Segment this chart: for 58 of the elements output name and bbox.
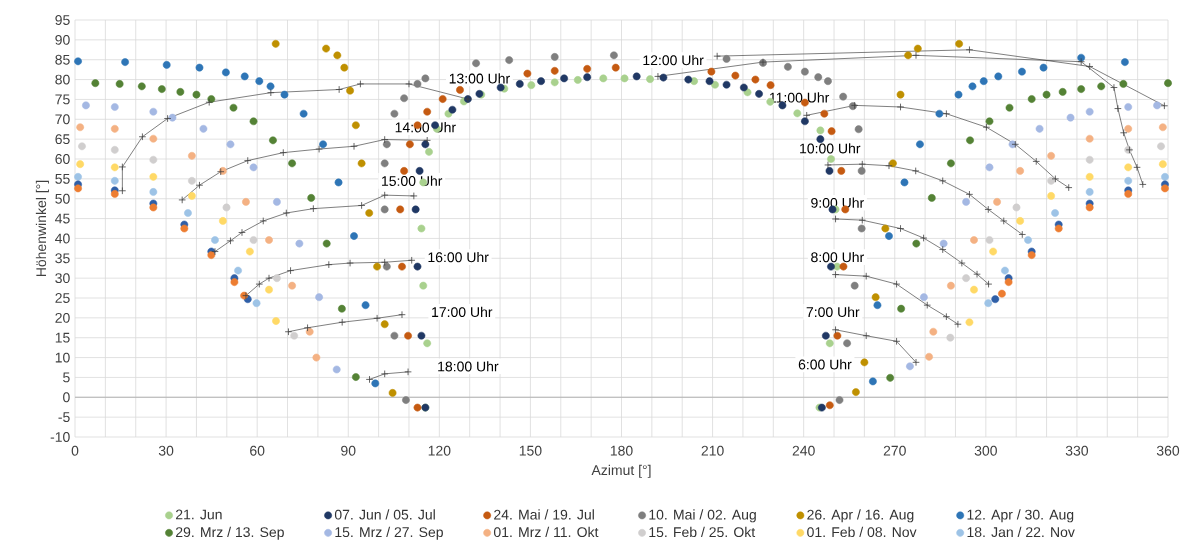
annotation: 7:00 Uhr <box>806 306 860 318</box>
x-tick-label: 60 <box>250 445 265 456</box>
y-tick-label: 50 <box>55 193 70 204</box>
y-tick-label: 95 <box>55 15 70 25</box>
y-tick-label: 30 <box>55 273 70 284</box>
legend-label: 15. Feb / 25. Okt <box>649 526 756 538</box>
y-tick-label: 65 <box>55 134 70 145</box>
legend-label: 01. Mrz / 11. Okt <box>493 526 599 538</box>
x-tick-label: 150 <box>519 445 542 456</box>
legend-label: 10. Mai / 02. Aug <box>649 509 756 523</box>
y-tick-label: 40 <box>55 233 70 244</box>
x-tick-label: 360 <box>1156 445 1180 456</box>
annotation: 17:00 Uhr <box>432 306 493 318</box>
legend-label: 21. Jun <box>176 509 222 520</box>
legend-label: 18. Jan / 22. Nov <box>967 526 1075 538</box>
y-tick-label: 55 <box>55 173 70 184</box>
legend-label: 12. Apr / 30. Aug <box>967 509 1074 523</box>
y-tick-label: 25 <box>55 293 70 303</box>
legend-label: 29. Mrz / 13. Sep <box>176 526 284 540</box>
y-axis-title: Höhenwinkel [°] <box>35 180 49 277</box>
annotation: 6:00 Uhr <box>798 359 852 370</box>
x-tick-label: 270 <box>883 445 906 456</box>
x-tick-label: 120 <box>428 445 451 456</box>
legend-label: 01. Feb / 08. Nov <box>807 526 917 538</box>
legend-label: 26. Apr / 16. Aug <box>807 509 914 523</box>
y-tick-label: 90 <box>55 34 70 45</box>
annotation: 10:00 Uhr <box>800 143 861 154</box>
x-tick-label: 240 <box>792 445 815 456</box>
legend-label: 07. Jun / 05. Jul <box>334 509 435 520</box>
y-tick-label: 10 <box>55 352 70 363</box>
y-tick-label: 20 <box>55 312 70 323</box>
legend-label: 15. Mrz / 27. Sep <box>335 526 443 540</box>
y-tick-label: 45 <box>55 213 70 224</box>
y-tick-label: 80 <box>55 74 70 85</box>
y-tick-label: 85 <box>55 54 70 65</box>
y-tick-label: -5 <box>58 412 70 423</box>
y-tick-label: 5 <box>63 372 70 383</box>
x-tick-label: 30 <box>158 445 174 456</box>
x-axis-title: Azimut [°] <box>591 464 651 478</box>
x-tick-label: 0 <box>71 445 79 456</box>
x-tick-label: 180 <box>610 445 633 456</box>
x-tick-label: 330 <box>1065 445 1089 456</box>
annotation: 13:00 Uhr <box>449 73 510 84</box>
annotation: 12:00 Uhr <box>643 54 704 66</box>
annotation: 18:00 Uhr <box>438 361 499 372</box>
x-tick-label: 90 <box>341 445 356 456</box>
y-tick-label: 70 <box>55 114 70 125</box>
legend-label: 24. Mai / 19. Jul <box>494 509 594 520</box>
y-tick-label: 15 <box>55 332 70 343</box>
y-tick-label: 75 <box>55 94 70 105</box>
annotation: 16:00 Uhr <box>428 251 489 263</box>
y-tick-label: 60 <box>55 154 70 164</box>
x-tick-label: 210 <box>701 445 724 456</box>
x-tick-label: 300 <box>974 445 997 456</box>
y-tick-label: -10 <box>50 432 70 442</box>
y-tick-label: 35 <box>55 253 70 264</box>
annotation: 8:00 Uhr <box>811 251 864 263</box>
y-tick-label: 0 <box>63 392 70 403</box>
